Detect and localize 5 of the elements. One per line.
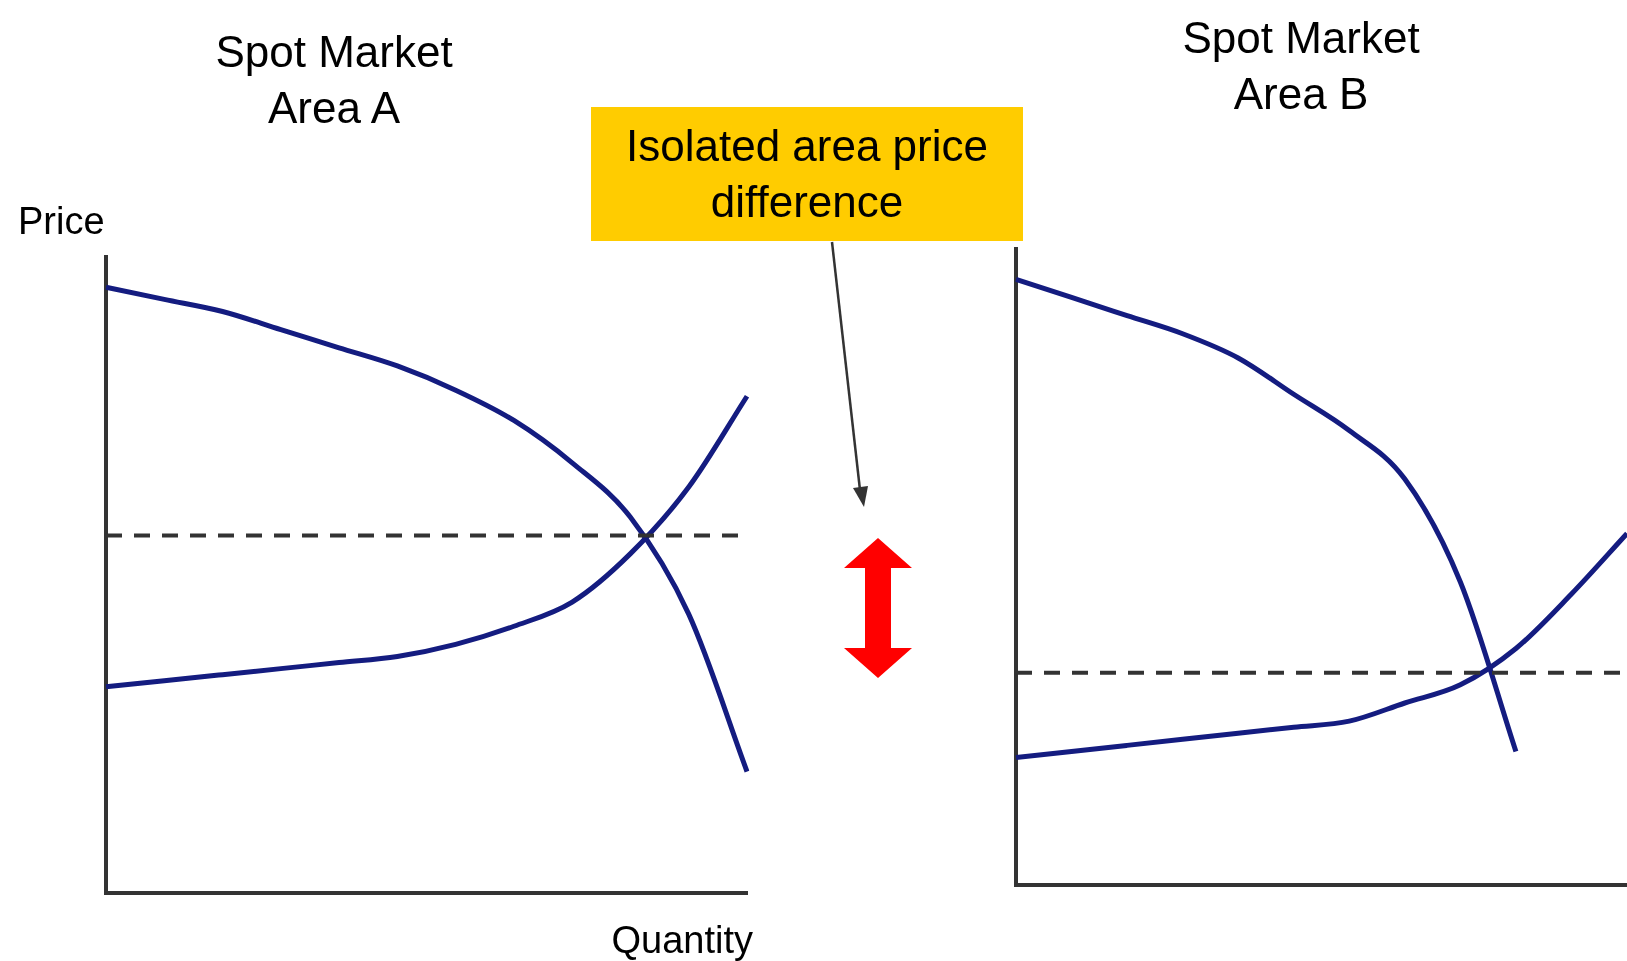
text: Isolated area price difference [591, 107, 1023, 241]
y-axis-title: Price [18, 200, 105, 243]
chart-title: Spot Market Area A [214, 26, 454, 134]
x-axis-title: Quantity [610, 919, 753, 961]
chart-title: Spot Market Area B [1181, 12, 1421, 120]
